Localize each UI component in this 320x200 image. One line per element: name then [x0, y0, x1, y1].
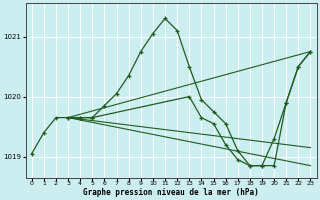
X-axis label: Graphe pression niveau de la mer (hPa): Graphe pression niveau de la mer (hPa) [83, 188, 259, 197]
